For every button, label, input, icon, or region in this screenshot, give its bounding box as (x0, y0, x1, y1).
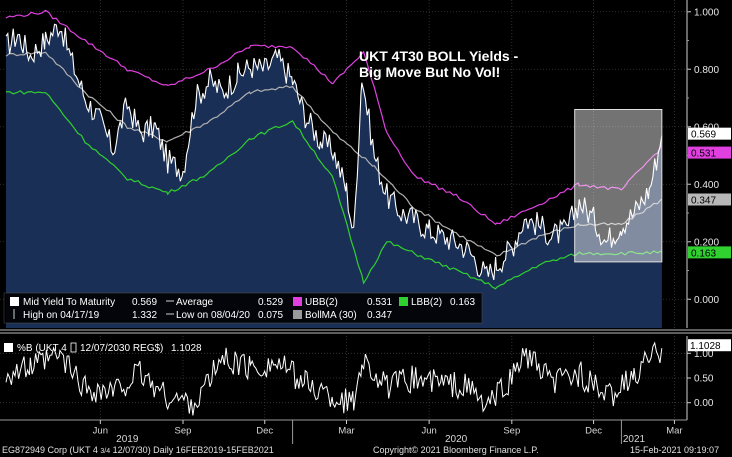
x-tick-label: Jun (93, 425, 108, 436)
legend-marker (10, 297, 19, 306)
legend-label: Mid Yield To Maturity (23, 297, 115, 308)
x-tick-label: Mar (666, 425, 682, 436)
x-tick-label: Dec (585, 425, 602, 436)
legend-label: Average (176, 297, 214, 308)
right-badge-value: 0.569 (691, 130, 716, 141)
right-badge-value: 0.163 (691, 248, 716, 259)
legend-sub-label: High on 04/17/19 (23, 310, 100, 321)
chart-subtitle: Big Move But No Vol! (359, 64, 500, 80)
x-tick-label: Dec (256, 425, 273, 436)
legend-sub-label: BollMA (30) (305, 310, 357, 321)
main-ytick-label: 0.000 (694, 295, 719, 306)
lower-legend-value: 1.1028 (171, 343, 202, 354)
legend-sub-label: Low on 08/04/20 (176, 310, 250, 321)
lower-legend: %B (UKT 4 12/07/2030 REG$) 1.1028 (4, 343, 202, 354)
legend-value: 0.569 (132, 297, 157, 308)
highlight-box (575, 110, 662, 262)
lower-ytick-label: 0.00 (694, 398, 714, 409)
legend-sub-value: 0.347 (367, 310, 392, 321)
legend-label: LBB(2) (411, 297, 442, 308)
legend-sub-marker (293, 310, 302, 319)
legend-sub-value: 1.332 (132, 310, 157, 321)
x-year-label: 2020 (445, 434, 468, 445)
lower-ytick-label: 0.50 (694, 374, 714, 385)
footer-timestamp: 15-Feb-2021 09:19:07 (630, 445, 719, 455)
legend-value: 0.529 (258, 297, 283, 308)
x-year-label: 2019 (116, 434, 139, 445)
lower-legend-marker (4, 343, 13, 352)
main-legend: Mid Yield To Maturity 0.569 High on 04/17/… (4, 293, 482, 323)
right-badge-value: 0.347 (691, 195, 716, 206)
legend-sub-value: 0.075 (258, 310, 283, 321)
footer-copyright: Copyright© 2021 Bloomberg Finance L.P. (373, 445, 539, 455)
legend-value: 0.163 (450, 297, 475, 308)
lower-legend-label-2: 12/07/2030 REG$) (80, 343, 163, 354)
x-year-label: 2021 (623, 434, 646, 445)
footer-left: EG872949 Corp (UKT 4 3/4 12/07/30) Daily… (2, 445, 274, 455)
legend-value: 0.531 (367, 297, 392, 308)
legend-marker (293, 297, 302, 306)
legend-label: UBB(2) (305, 297, 338, 308)
main-ytick-label: 0.800 (694, 65, 719, 76)
x-tick-label: Sep (175, 425, 192, 436)
x-tick-label: Sep (503, 425, 520, 436)
main-ytick-label: 0.400 (694, 180, 719, 191)
x-tick-label: Mar (338, 425, 354, 436)
legend-marker (399, 297, 408, 306)
x-tick-label: Jun (421, 425, 436, 436)
right-badge-value: 0.531 (691, 149, 716, 160)
chart-title: UKT 4T30 BOLL Yields - (359, 48, 519, 64)
main-ytick-label: 1.000 (694, 7, 719, 18)
lower-legend-label: %B (UKT 4 (17, 343, 67, 354)
lower-right-badge-value: 1.1028 (690, 341, 721, 352)
